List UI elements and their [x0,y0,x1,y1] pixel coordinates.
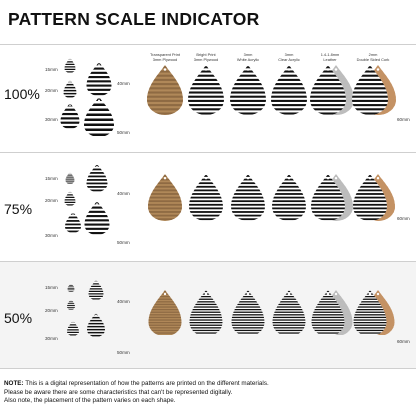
divider-bottom [0,261,416,262]
sample-drop-small-1 [63,80,77,98]
scale-label-50: 50% [4,310,33,326]
drop-transparent-plywood [148,174,182,221]
size-label-20mm: 20mm [45,88,58,93]
column-header-leather: 1.4-1.8mm Leather [320,52,340,62]
size-label-40mm: 40mm [117,81,130,86]
divider-middle [0,152,416,153]
size-label-30mm: 30mm [45,233,58,238]
size-label-50mm: 50mm [117,130,130,135]
sample-drop-large-1 [84,97,114,137]
divider-top [0,44,416,45]
sample-drop-small-2 [67,321,79,336]
divider-note [0,368,416,369]
sample-drop-large-0 [88,280,104,300]
size-label-60mm: 60mm [397,117,410,122]
scale-label-100: 100% [4,86,40,102]
scale-label-75: 75% [4,201,33,217]
size-label-40mm: 40mm [117,299,130,304]
size-label-40mm: 40mm [117,191,130,196]
sample-drop-large-0 [86,62,112,96]
size-label-20mm: 20mm [45,308,58,313]
drop-clear-acrylic [272,174,306,221]
sample-drop-small-1 [64,191,76,206]
drop-white-acrylic [230,65,266,115]
size-label-60mm: 60mm [397,339,410,344]
size-label-15mm: 15mm [45,176,58,181]
sample-drop-small-0 [64,58,76,73]
column-header-transparent-plywood: Transparent Print 3mm Plywood [150,52,180,62]
column-header-clear-acrylic: 3mm Clear Acrylic [278,52,300,62]
drop-transparent-plywood [148,290,182,335]
drop-clear-acrylic [271,65,307,115]
note-text: NOTE: This is a digital representation o… [4,380,269,405]
drop-clear-acrylic [272,290,306,335]
drop-transparent-plywood [147,65,183,115]
column-header-cork: 2mm Double Sided Cork [356,52,390,62]
column-header-bright-plywood: Bright Print 3mm Plywood [193,52,219,62]
page-title: PATTERN SCALE INDICATOR [8,9,260,29]
sample-drop-small-2 [60,103,80,129]
size-label-15mm: 15mm [45,67,58,72]
drop-white-acrylic [231,290,265,335]
sample-drop-small-0 [65,172,75,184]
size-label-50mm: 50mm [117,240,130,245]
drop-leather-front [311,174,345,221]
drop-bright-plywood [189,290,223,335]
sample-drop-small-2 [65,212,81,233]
size-label-20mm: 20mm [45,198,58,203]
sample-drop-small-0 [67,283,75,292]
drop-bright-plywood [189,174,223,221]
sample-drop-large-1 [87,313,105,337]
size-label-60mm: 60mm [397,216,410,221]
size-label-30mm: 30mm [45,117,58,122]
size-label-30mm: 30mm [45,336,58,341]
sample-drop-large-1 [84,201,110,235]
drop-white-acrylic [231,174,265,221]
size-label-50mm: 50mm [117,350,130,355]
sample-drop-large-0 [86,164,108,192]
sample-drop-small-1 [67,299,75,310]
size-label-15mm: 15mm [45,285,58,290]
drop-bright-plywood [188,65,224,115]
column-header-white-acrylic: 3mm White Acrylic [236,52,260,62]
